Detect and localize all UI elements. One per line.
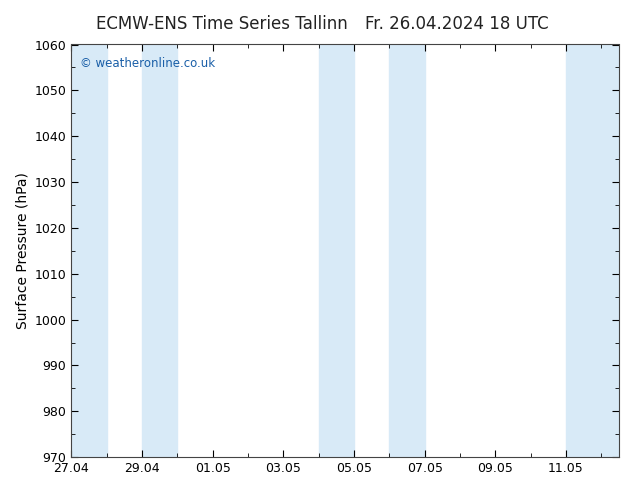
Bar <box>566 45 619 457</box>
Bar <box>319 45 354 457</box>
Text: © weatheronline.co.uk: © weatheronline.co.uk <box>79 57 215 70</box>
Bar <box>71 45 107 457</box>
Text: ECMW-ENS Time Series Tallinn: ECMW-ENS Time Series Tallinn <box>96 15 348 33</box>
Bar <box>389 45 425 457</box>
Y-axis label: Surface Pressure (hPa): Surface Pressure (hPa) <box>15 172 29 329</box>
Text: Fr. 26.04.2024 18 UTC: Fr. 26.04.2024 18 UTC <box>365 15 548 33</box>
Bar <box>142 45 178 457</box>
